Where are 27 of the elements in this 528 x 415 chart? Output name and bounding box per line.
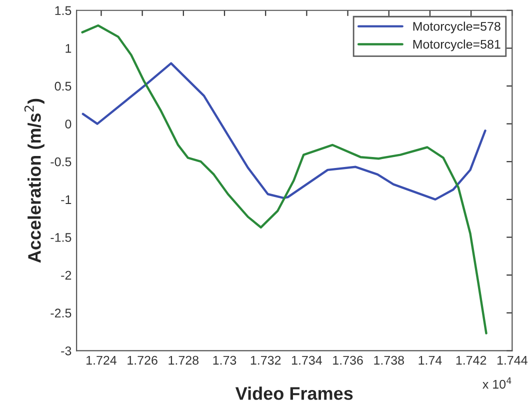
x-tick-label: 1.738: [374, 356, 404, 365]
x-tick-label: 1.726: [128, 356, 158, 365]
x-axis-title: Video Frames: [235, 386, 353, 400]
x-tick-label: 1.73: [213, 356, 236, 365]
x-tick-label: 1.734: [292, 356, 322, 365]
x-tick-label: 1.728: [168, 356, 199, 365]
text: x 10$^{4}$: [482, 377, 512, 389]
y-tick-label: 1.5: [55, 6, 72, 16]
y-tick-label: 0.5: [54, 82, 72, 91]
x-tick-label: 1.732: [250, 356, 281, 365]
x-tick-label: 1.724: [86, 356, 116, 365]
y-tick-label: 1: [66, 44, 72, 53]
y-tick-label: -3: [61, 346, 72, 356]
x-tick-label: 1.742: [456, 356, 486, 365]
x-tick-label: 1.744: [497, 356, 528, 365]
y-tick-label: 0: [65, 120, 72, 128]
x-tick-label: 1.74: [418, 356, 442, 365]
y-tick-label: -0.5: [50, 157, 72, 166]
y-tick-label: -1: [61, 195, 72, 204]
y-tick-label: -2.5: [50, 308, 72, 318]
line-series: [82, 62, 486, 201]
y-tick-label: -2: [61, 270, 72, 280]
legend-label: Motorcycle=578: [413, 22, 500, 34]
y-axis-title: Acceleration (m/s$^{2}$): [24, 98, 44, 263]
x-tick-label: 1.736: [333, 356, 363, 365]
y-tick-label: -1.5: [50, 233, 72, 242]
legend-label: Motorcycle=581: [413, 40, 500, 52]
